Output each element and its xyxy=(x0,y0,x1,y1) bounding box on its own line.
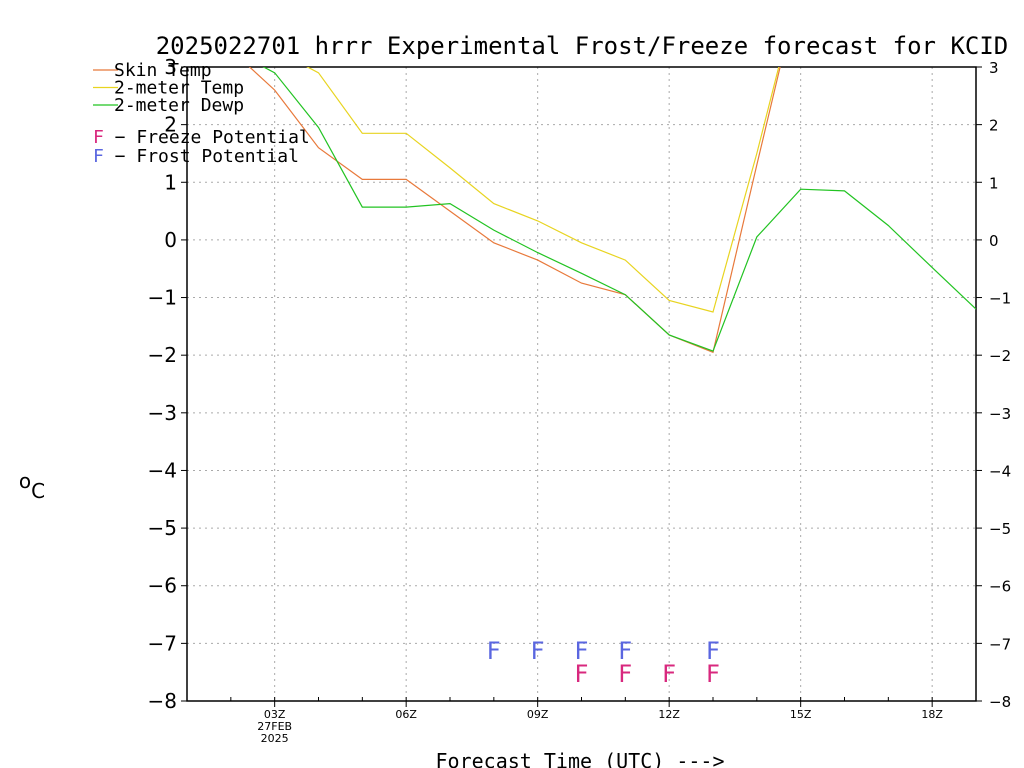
y-tick-label-right: 1 xyxy=(989,174,999,192)
y-tick-label-right: −8 xyxy=(989,693,1011,711)
axes: 3 3 2 2 1 1 0 0 −1 −1 −2 −2 −3 −3 −4 −4 −5 −5 −6 −6 −7 −7 −8 −8… xyxy=(148,55,1012,745)
plot-area xyxy=(186,66,977,702)
legend-label: Skin Temp xyxy=(114,60,212,81)
x-tick-year: 2025 xyxy=(261,732,289,745)
y-tick-label-left: 0 xyxy=(164,228,177,252)
x-tick-label: 06Z xyxy=(395,708,417,721)
y-tick-label-right: 2 xyxy=(989,117,999,135)
y-tick-label-left: −6 xyxy=(148,574,177,598)
y-tick-label-right: −2 xyxy=(989,347,1011,365)
x-tick-label: 18Z xyxy=(921,708,943,721)
frost-potential-marker: F xyxy=(618,637,632,665)
y-tick-label-left: 1 xyxy=(164,170,177,194)
freeze-potential-marker: F xyxy=(618,660,632,688)
x-tick-label: 03Z xyxy=(264,708,286,721)
frost-potential-marker: F xyxy=(531,637,545,665)
unit-label: C xyxy=(31,479,45,503)
legend-potential-letter: F xyxy=(93,146,104,167)
y-tick-label-right: 0 xyxy=(989,232,999,250)
y-tick-label-right: 3 xyxy=(989,59,999,77)
x-tick-date: 27FEB xyxy=(257,720,292,733)
legend-label: 2-meter Temp xyxy=(114,78,244,99)
x-axis-label: Forecast Time (UTC) ---> xyxy=(436,749,725,768)
y-tick-label-left: −1 xyxy=(148,286,177,310)
degree-symbol: o xyxy=(19,469,31,493)
y-tick-label-right: −6 xyxy=(989,578,1011,596)
y-tick-label-left: −7 xyxy=(148,631,177,655)
x-tick-label: 15Z xyxy=(790,708,812,721)
y-tick-label-left: −4 xyxy=(148,458,177,482)
legend-label: 2-meter Dewp xyxy=(114,95,244,116)
legend-potential-label: F − Frost Potential xyxy=(93,146,299,167)
freeze-potential-marker: F xyxy=(575,660,589,688)
y-tick-label-left: 3 xyxy=(164,55,177,79)
y-tick-label-right: −7 xyxy=(989,635,1011,653)
potential-markers: F F F F FF F F F xyxy=(487,637,720,688)
y-axis-label: oC xyxy=(19,469,45,503)
grid xyxy=(187,67,976,701)
y-tick-label-right: −1 xyxy=(989,290,1011,308)
x-tick-label: 12Z xyxy=(658,708,680,721)
series-line-2-meter-temp xyxy=(306,67,780,313)
y-tick-label-right: −3 xyxy=(989,405,1011,423)
series-line-skin-temp xyxy=(248,67,781,354)
freeze-potential-marker: F xyxy=(706,660,720,688)
x-tick-label: 09Z xyxy=(527,708,549,721)
chart-title: 2025022701 hrrr Experimental Frost/Freez… xyxy=(156,32,1009,60)
series-group xyxy=(248,67,976,354)
freeze-potential-marker: F xyxy=(662,660,676,688)
legend-potential-text: − Frost Potential xyxy=(104,146,299,167)
series-line-2-meter-dewp xyxy=(262,67,976,352)
y-tick-label-left: 2 xyxy=(164,113,177,137)
y-tick-label-left: −2 xyxy=(148,343,177,367)
y-tick-label-left: −8 xyxy=(148,689,177,713)
frost-potential-marker: F xyxy=(575,637,589,665)
y-tick-label-left: −5 xyxy=(148,516,177,540)
frost-potential-marker: F xyxy=(487,637,501,665)
legend-potential-text: − Freeze Potential xyxy=(104,127,310,148)
frost-potential-marker: F xyxy=(706,637,720,665)
series-layer xyxy=(248,67,976,354)
y-tick-label-right: −4 xyxy=(989,462,1011,480)
y-tick-label-left: −3 xyxy=(148,401,177,425)
y-tick-label-right: −5 xyxy=(989,520,1011,538)
legend-potential-label: F − Freeze Potential xyxy=(93,127,310,148)
legend-potential-letter: F xyxy=(93,127,104,148)
